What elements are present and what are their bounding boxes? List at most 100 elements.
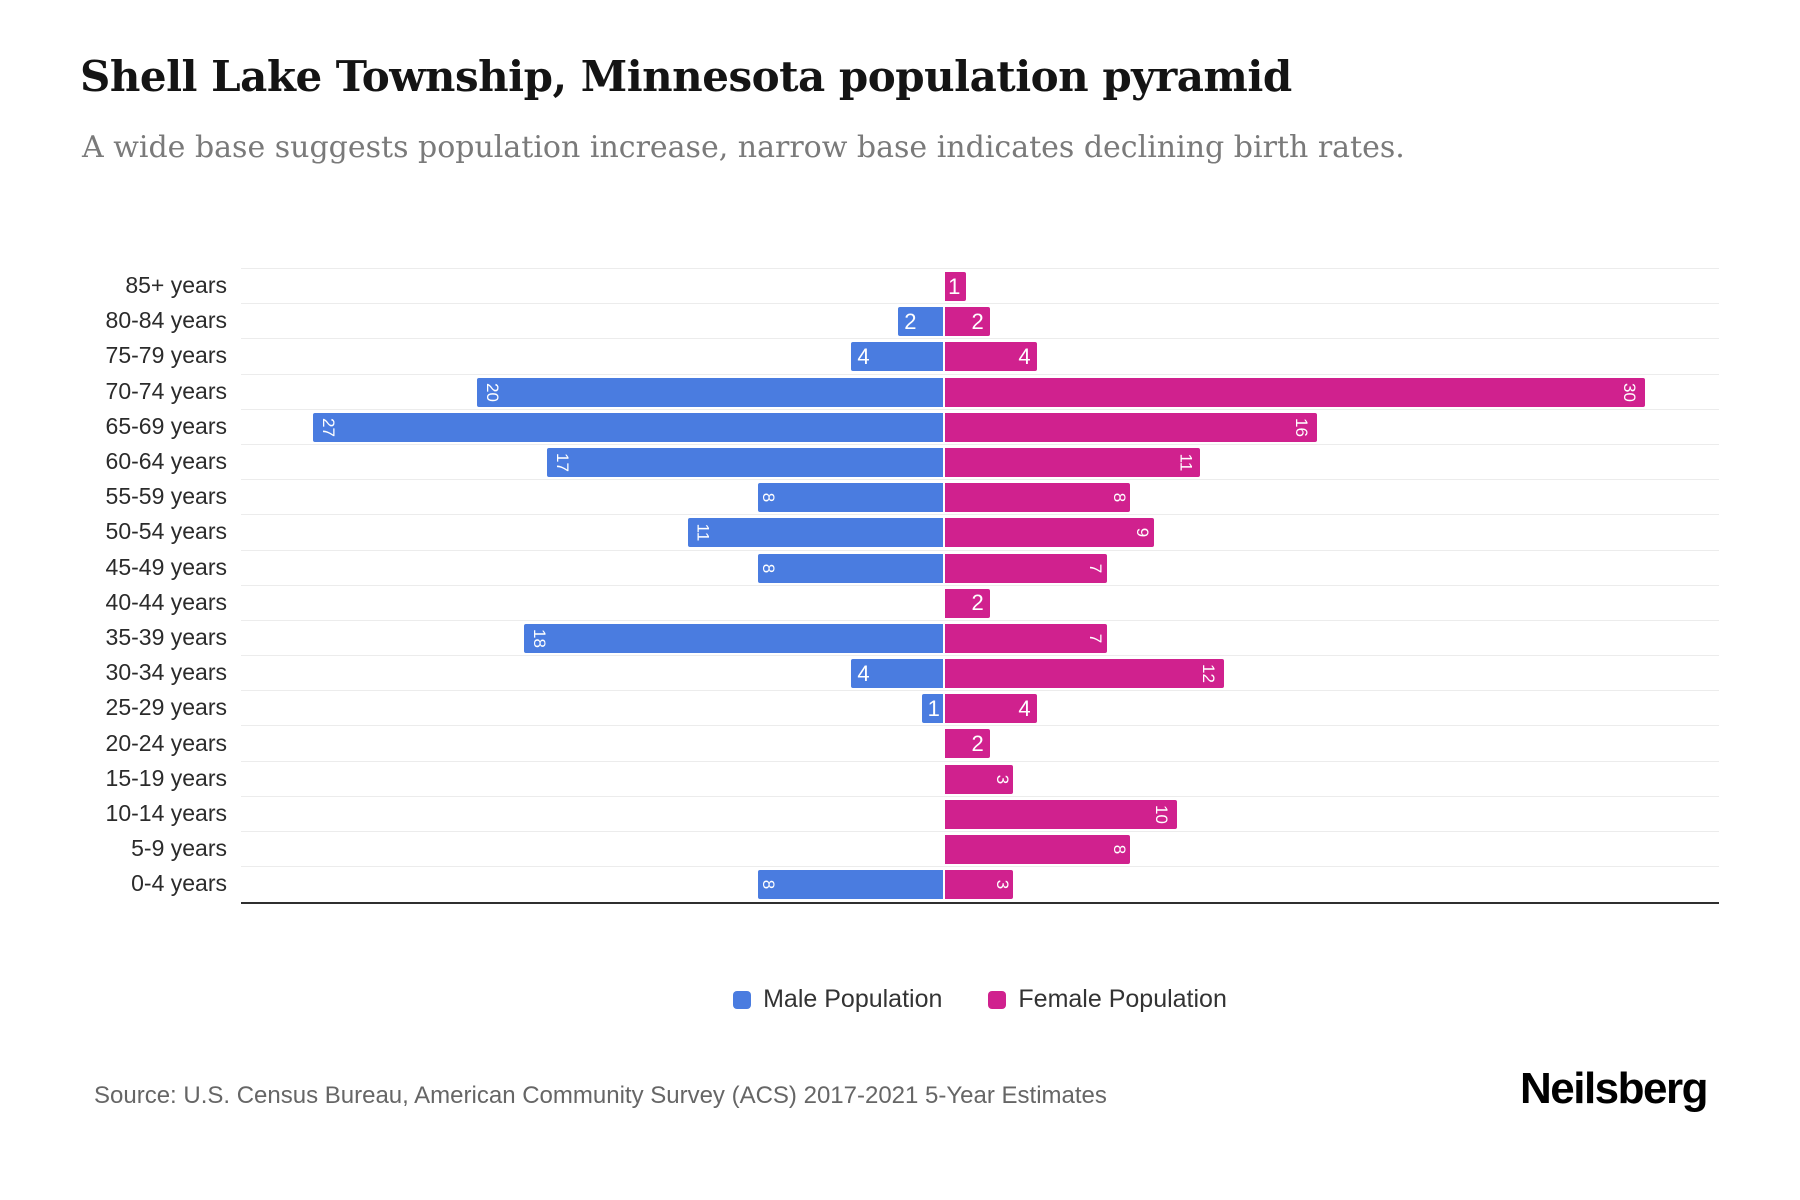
y-axis-label: 85+ years [125, 272, 227, 299]
bar-value-label: 4 [857, 660, 870, 686]
bar-value-label: 2 [971, 308, 984, 334]
y-axis-label: 80-84 years [105, 307, 227, 334]
bar-value-label: 7 [1086, 633, 1106, 644]
row-track: 17 11 [241, 443, 1719, 479]
y-axis-label: 60-64 years [105, 448, 227, 475]
pyramid-row: 65-69 years 27 16 [0, 408, 1800, 444]
bar-value-label: 10 [1152, 804, 1172, 824]
female-bar: 4 [944, 341, 1038, 373]
bar-value-label: 30 [1620, 382, 1640, 402]
pyramid-row: 35-39 years 18 7 [0, 619, 1800, 655]
female-bar: 2 [944, 728, 991, 760]
y-axis-label: 50-54 years [105, 518, 227, 545]
row-track: 11 9 [241, 514, 1719, 549]
pyramid-row: 55-59 years 8 8 [0, 479, 1800, 514]
bar-value-label: 1 [927, 695, 940, 721]
female-bar: 7 [944, 552, 1108, 584]
bar-value-label: 7 [1086, 563, 1106, 573]
female-bar: 3 [944, 763, 1015, 795]
row-track: 18 7 [241, 619, 1719, 655]
bar-value-label: 9 [1133, 528, 1153, 538]
y-axis-label: 25-29 years [105, 694, 227, 721]
female-bar: 7 [944, 622, 1108, 654]
male-bar: 1 [920, 693, 944, 725]
y-axis-label: 30-34 years [105, 659, 227, 686]
y-axis-label: 5-9 years [131, 835, 227, 862]
bar-value-label: 11 [692, 523, 712, 542]
bar-value-label: 3 [992, 774, 1012, 784]
legend-label-female: Female Population [1018, 985, 1227, 1013]
legend-label-male: Male Population [763, 985, 943, 1013]
row-track: 3 [241, 760, 1719, 796]
bar-value-label: 3 [992, 879, 1012, 890]
pyramid-rows: 85+ years 1 80-84 years 2 2 75-79 years 4 4 70-7… [0, 268, 1800, 901]
pyramid-row: 0-4 years 8 3 [0, 866, 1800, 901]
y-axis-label: 70-74 years [105, 377, 227, 404]
pyramid-row: 5-9 years 8 [0, 831, 1800, 866]
bar-value-label: 8 [1109, 492, 1129, 503]
bar-value-label: 4 [1018, 695, 1031, 721]
y-axis-label: 15-19 years [105, 764, 227, 791]
y-axis-label: 55-59 years [105, 483, 227, 510]
bar-value-label: 2 [904, 308, 917, 334]
female-bar: 8 [944, 834, 1132, 865]
pyramid-row: 80-84 years 2 2 [0, 303, 1800, 338]
bar-value-label: 11 [1176, 453, 1196, 472]
bar-value-label: 2 [971, 590, 984, 616]
bar-value-label: 20 [482, 382, 502, 402]
male-bar: 20 [476, 376, 944, 408]
bar-value-label: 18 [529, 628, 549, 648]
chart-title: Shell Lake Township, Minnesota populatio… [80, 52, 1292, 101]
male-bar: 27 [312, 411, 944, 443]
male-swatch-icon [733, 990, 752, 1009]
pyramid-row: 75-79 years 4 4 [0, 338, 1800, 373]
female-bar: 11 [944, 446, 1202, 478]
x-axis-line [241, 902, 1719, 904]
legend-item-male[interactable]: Male Population [733, 985, 942, 1014]
female-bar: 30 [944, 376, 1646, 408]
male-bar: 11 [686, 517, 944, 549]
bar-value-label: 8 [759, 492, 779, 503]
source-text: Source: U.S. Census Bureau, American Com… [94, 1082, 1107, 1109]
legend: Male Population Female Population [241, 985, 1719, 1014]
bar-value-label: 8 [1109, 844, 1129, 855]
bar-value-label: 16 [1292, 417, 1312, 437]
y-axis-label: 40-44 years [105, 588, 227, 615]
female-bar: 4 [944, 693, 1038, 725]
pyramid-row: 85+ years 1 [0, 268, 1800, 303]
row-track: 8 [241, 831, 1719, 866]
bar-value-label: 8 [759, 879, 779, 890]
legend-item-female[interactable]: Female Population [988, 985, 1227, 1014]
row-track: 2 [241, 584, 1719, 620]
chart-subtitle: A wide base suggests population increase… [82, 130, 1405, 165]
female-bar: 2 [944, 306, 991, 338]
male-bar: 18 [522, 622, 944, 654]
pyramid-row: 10-14 years 10 [0, 795, 1800, 831]
bar-value-label: 4 [857, 343, 870, 369]
row-track: 2 [241, 725, 1719, 760]
row-track: 4 12 [241, 655, 1719, 690]
male-bar: 8 [756, 482, 944, 514]
bar-value-label: 17 [553, 452, 573, 472]
bar-value-label: 8 [759, 563, 779, 573]
female-bar: 3 [944, 869, 1015, 901]
y-axis-label: 75-79 years [105, 342, 227, 369]
pyramid-row: 25-29 years 1 4 [0, 690, 1800, 725]
row-track: 20 30 [241, 373, 1719, 409]
male-bar: 17 [546, 446, 944, 478]
bar-value-label: 12 [1198, 664, 1218, 684]
male-bar: 2 [897, 306, 944, 338]
pyramid-row: 20-24 years 2 [0, 725, 1800, 760]
male-bar: 4 [850, 341, 944, 373]
bar-value-label: 2 [971, 730, 984, 756]
male-bar: 8 [756, 552, 944, 584]
pyramid-row: 45-49 years 8 7 [0, 549, 1800, 585]
pyramid-row: 15-19 years 3 [0, 760, 1800, 796]
pyramid-row: 60-64 years 17 11 [0, 443, 1800, 479]
female-bar: 1 [944, 271, 968, 302]
y-axis-label: 0-4 years [131, 870, 227, 897]
